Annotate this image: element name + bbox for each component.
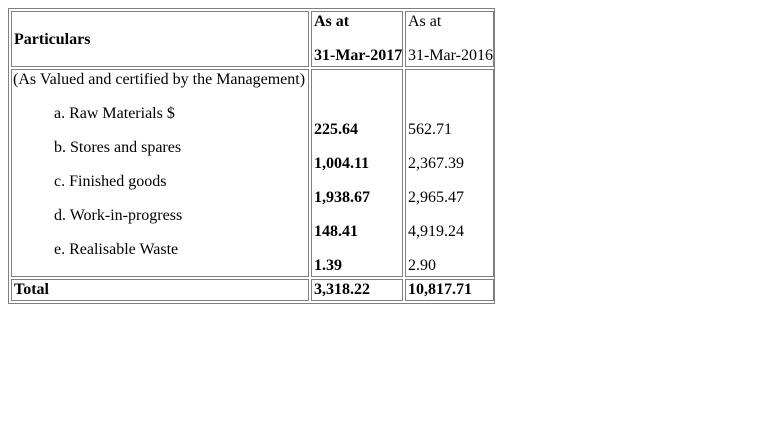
value-2017-work-in-progress: 148.41 [314,223,358,240]
item-label-stores-spares: b. Stores and spares [54,139,182,156]
total-label-cell: Total [11,279,309,301]
item-label-raw-materials: a. Raw Materials $ [54,105,175,122]
total-2017-cell: 3,318.22 [311,279,403,301]
value-2017-stores-spares: 1,004.11 [314,155,370,172]
value-2017-raw-materials: 225.64 [314,121,358,138]
header-2017-line2: 31-Mar-2017 [314,47,403,64]
header-particulars-cell: Particulars [11,11,309,67]
value-2016-stores-spares: 2,367.39 [408,155,464,172]
valuation-note: (As Valued and certified by the Manageme… [13,71,306,88]
value-2017-finished-goods: 1,938.67 [314,189,370,206]
particulars-body-cell: (As Valued and certified by the Manageme… [11,69,309,277]
value-2016-raw-materials: 562.71 [408,121,452,138]
total-label: Total [14,281,49,298]
header-2017-line1: As at [314,13,350,30]
value-2017-realisable-waste: 1.39 [314,257,342,274]
header-2016-line2: 31-Mar-2016 [408,47,493,64]
header-2016-line1: As at [408,13,442,30]
values-2017-body-cell: 225.64 1,004.11 1,938.67 148.41 1.39 [311,69,403,277]
inventory-table: Particulars As at 31-Mar-2017 As at 31-M… [8,8,495,304]
item-label-work-in-progress: d. Work-in-progress [54,207,183,224]
value-2016-realisable-waste: 2.90 [408,257,436,274]
header-particulars: Particulars [14,31,91,48]
item-label-finished-goods: c. Finished goods [54,173,167,190]
total-2016-value: 10,817.71 [408,281,472,298]
total-2017-value: 3,318.22 [314,281,370,298]
total-2016-cell: 10,817.71 [405,279,494,301]
header-2017-cell: As at 31-Mar-2017 [311,11,403,67]
value-2016-work-in-progress: 4,919.24 [408,223,464,240]
item-label-realisable-waste: e. Realisable Waste [54,241,179,258]
header-2016-cell: As at 31-Mar-2016 [405,11,494,67]
value-2016-finished-goods: 2,965.47 [408,189,464,206]
values-2016-body-cell: 562.71 2,367.39 2,965.47 4,919.24 2.90 [405,69,494,277]
